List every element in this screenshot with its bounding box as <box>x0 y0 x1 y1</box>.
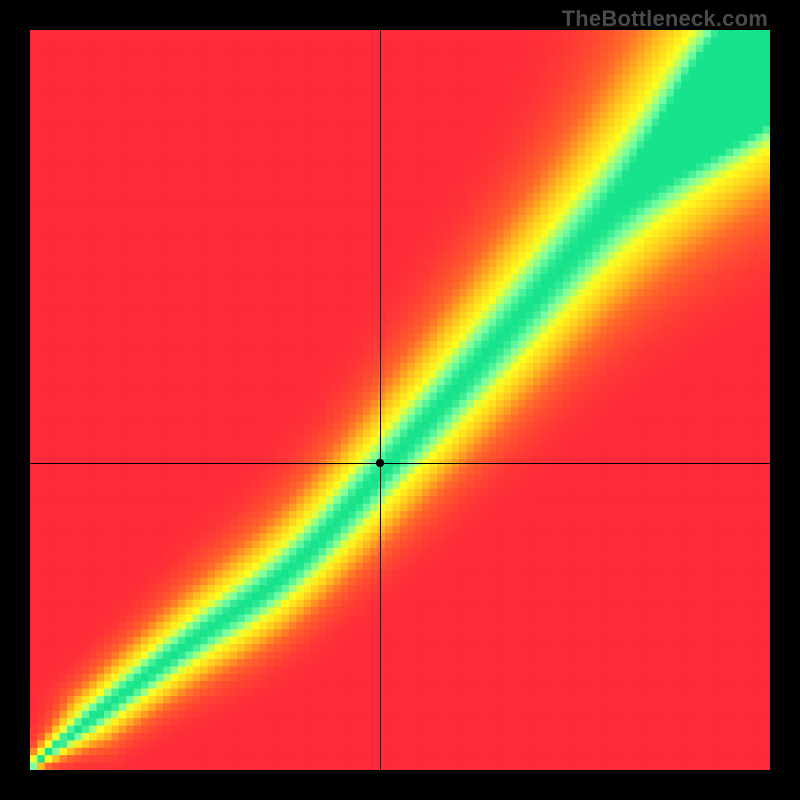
watermark-text: TheBottleneck.com <box>562 6 768 32</box>
figure-container: TheBottleneck.com <box>0 0 800 800</box>
heatmap-canvas <box>30 30 770 770</box>
plot-area <box>30 30 770 770</box>
